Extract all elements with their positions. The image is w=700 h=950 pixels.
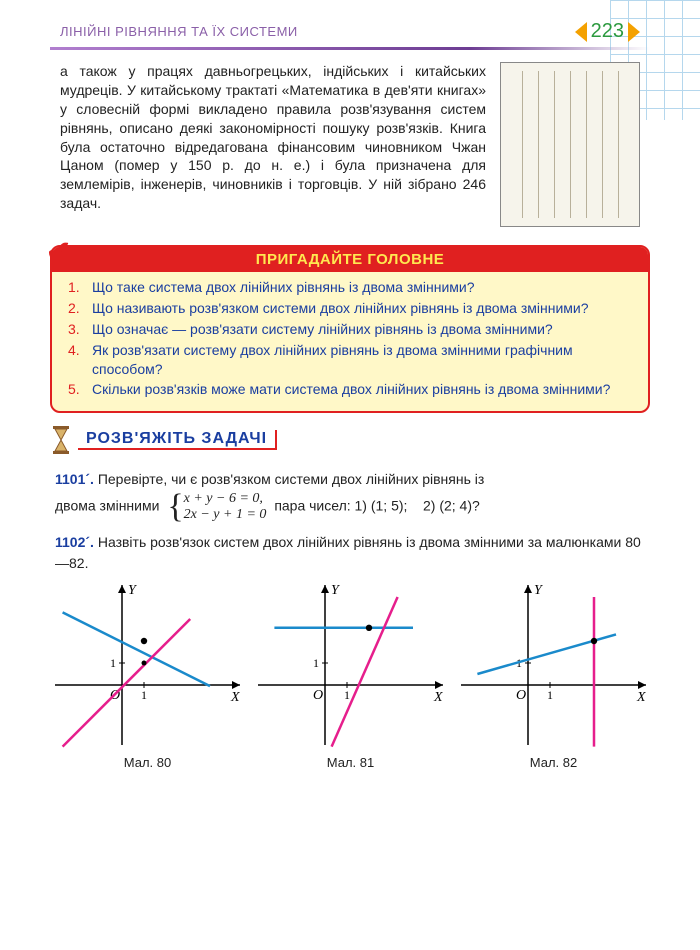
- page-number-badge: 223: [575, 20, 640, 43]
- problem-1102-text: Назвіть розв'язок систем двох лінійних р…: [55, 534, 641, 571]
- recall-item: 4.Як розв'язати систему двох лінійних рі…: [68, 341, 632, 379]
- problem-1101: 1101´. Перевірте, чи є розв'язком систем…: [55, 469, 645, 524]
- svg-text:X: X: [230, 690, 240, 705]
- problem-1102: 1102´. Назвіть розв'язок систем двох лін…: [55, 532, 645, 574]
- chart-80-caption: Мал. 80: [50, 755, 245, 770]
- svg-text:1: 1: [344, 688, 350, 702]
- solve-heading: РОЗВ'ЯЖІТЬ ЗАДАЧІ: [50, 425, 650, 455]
- svg-text:1: 1: [547, 688, 553, 702]
- historical-book-image: [500, 62, 640, 227]
- recall-item: 2.Що називають розв'язком системи двох л…: [68, 299, 632, 318]
- recall-list: 1.Що таке система двох лінійних рівнянь …: [52, 272, 648, 403]
- recall-title: ПРИГАДАЙТЕ ГОЛОВНЕ: [52, 247, 648, 272]
- svg-text:Y: Y: [534, 583, 544, 598]
- triangle-right-icon: [628, 22, 640, 42]
- svg-text:O: O: [516, 688, 526, 703]
- chart-82: O11XY Мал. 82: [456, 580, 651, 770]
- page-header: ЛІНІЙНІ РІВНЯННЯ ТА ЇХ СИСТЕМИ 223: [0, 0, 700, 47]
- svg-text:1: 1: [313, 656, 319, 670]
- brace-icon: {: [167, 490, 183, 524]
- svg-text:Y: Y: [331, 583, 341, 598]
- problems-section: 1101´. Перевірте, чи є розв'язком систем…: [0, 461, 700, 574]
- recall-item: 1.Що таке система двох лінійних рівнянь …: [68, 278, 632, 297]
- svg-text:1: 1: [110, 656, 116, 670]
- chart-82-caption: Мал. 82: [456, 755, 651, 770]
- header-divider: [50, 47, 650, 50]
- problem-1101-lead: Перевірте, чи є розв'язком системи двох …: [98, 471, 484, 487]
- problem-number: 1102´.: [55, 534, 94, 550]
- recall-item: 3.Що означає — розв'язати систему лінійн…: [68, 320, 632, 339]
- problem-1101-mid: двома змінними: [55, 498, 159, 514]
- chart-80: O11XY Мал. 80: [50, 580, 245, 770]
- problem-number: 1101´.: [55, 471, 94, 487]
- equation-2: 2x − y + 1 = 0: [184, 507, 267, 523]
- chart-81-caption: Мал. 81: [253, 755, 448, 770]
- intro-paragraph: а також у працях давньогрецьких, індійсь…: [60, 62, 486, 227]
- equation-1: x + y − 6 = 0,: [184, 491, 267, 507]
- chart-81: O 1 1 X Y Мал. 81: [253, 580, 448, 770]
- svg-text:1: 1: [141, 688, 147, 702]
- solve-title: РОЗВ'ЯЖІТЬ ЗАДАЧІ: [78, 430, 277, 450]
- recall-item: 5.Скільки розв'язків може мати система д…: [68, 380, 632, 399]
- page-number: 223: [587, 20, 628, 43]
- charts-row: O 1 1 X Y Мал. 80 O 1 1 X Y Мал. 81 O 1 1 X Y Мал. 8…: [0, 574, 700, 770]
- triangle-left-icon: [575, 22, 587, 42]
- checkmark-icon: ✔: [46, 235, 71, 270]
- svg-text:X: X: [433, 690, 443, 705]
- svg-text:Y: Y: [128, 583, 138, 598]
- equation-system: { x + y − 6 = 0, 2x − y + 1 = 0: [167, 490, 266, 524]
- intro-section: а також у працях давньогрецьких, індійсь…: [0, 60, 700, 235]
- chapter-title: ЛІНІЙНІ РІВНЯННЯ ТА ЇХ СИСТЕМИ: [60, 24, 298, 39]
- svg-text:X: X: [636, 690, 646, 705]
- svg-text:O: O: [313, 688, 323, 703]
- problem-1101-tail: пара чисел: 1) (1; 5); 2) (2; 4)?: [274, 498, 479, 514]
- hourglass-icon: [50, 425, 72, 455]
- recall-box: ✔ ПРИГАДАЙТЕ ГОЛОВНЕ 1.Що таке система д…: [50, 245, 650, 413]
